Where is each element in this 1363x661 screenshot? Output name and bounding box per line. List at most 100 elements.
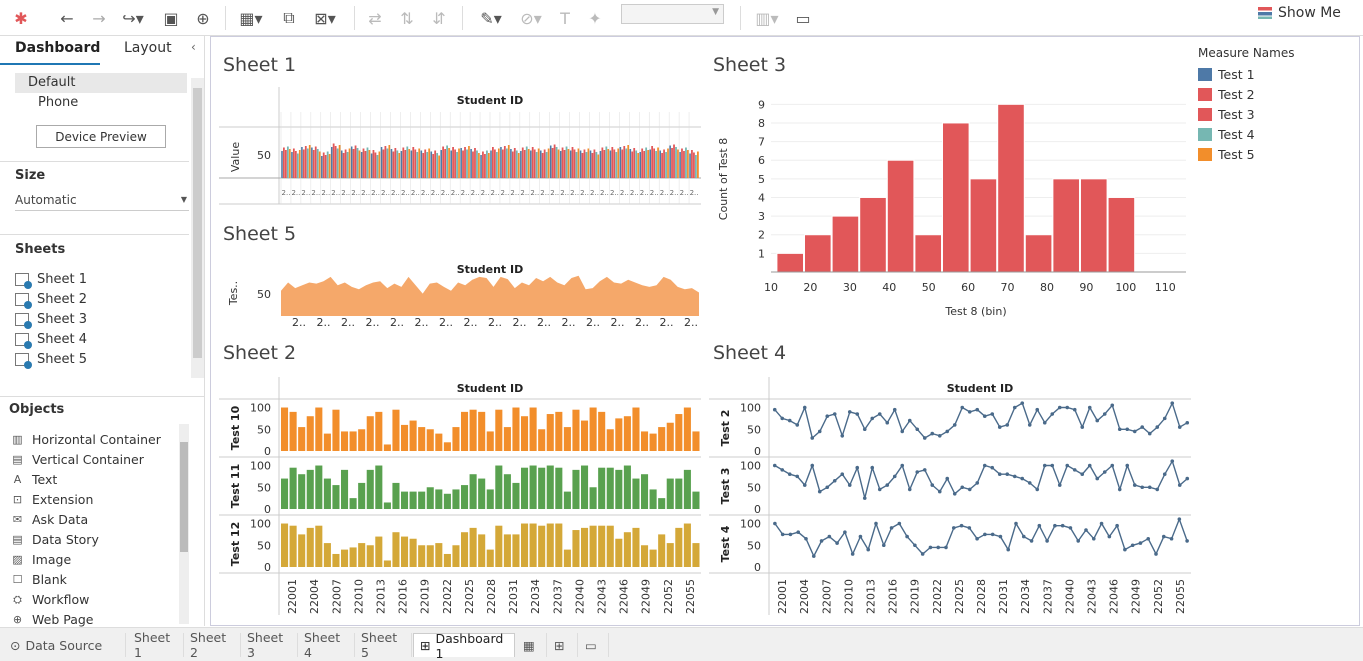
object-item[interactable]: ▨ Image: [12, 552, 72, 567]
sheet3-bar[interactable]: [886, 159, 915, 273]
sheet1-bar: [352, 149, 355, 178]
sheet5-chart[interactable]: Student ID Tes.. 50 2.. 2.. 2.. 2.. 2.. 2.. 2.…: [219, 261, 703, 329]
tab-sheet1[interactable]: Sheet 1: [128, 630, 184, 660]
bar: [683, 523, 691, 567]
sheet1-chart[interactable]: Student ID Value 50 2.. 2.. 2.. 2.. 2.. 2.. 2.…: [219, 87, 703, 207]
sheet3-bar[interactable]: [776, 252, 805, 273]
legend-item[interactable]: Test 5: [1198, 144, 1294, 164]
sheet1-bar: [384, 146, 387, 178]
sheet3-bar[interactable]: [1024, 234, 1053, 273]
tab-data-source[interactable]: ⊙ Data Source: [4, 633, 126, 657]
object-item[interactable]: ▤ Vertical Container: [12, 452, 144, 467]
tab-dashboard1[interactable]: ⊞ Dashboard 1: [413, 631, 515, 661]
sheet2-chart[interactable]: Student ID Test 10 0 50 100 Test 11 0 50 100 Tes…: [219, 377, 703, 617]
line-point: [990, 532, 995, 537]
object-item[interactable]: ⊡ Extension: [12, 492, 94, 507]
pane-xtick: 22013: [374, 579, 387, 614]
sheet1-bar: [553, 144, 556, 178]
fit-select[interactable]: ▼: [621, 4, 724, 24]
replay-icon[interactable]: ↪▾: [122, 8, 144, 28]
sheet1-bar: [404, 150, 407, 178]
tableau-logo-icon[interactable]: ✱: [14, 8, 28, 28]
tab-sheet2[interactable]: Sheet 2: [184, 630, 241, 660]
presentation-icon[interactable]: ▭: [795, 8, 811, 28]
legend-item[interactable]: Test 3: [1198, 104, 1294, 124]
clear-sheet-icon[interactable]: ⊠▾: [314, 8, 336, 28]
bar: [281, 523, 289, 567]
line-point: [825, 485, 830, 490]
new-dashboard-tab-icon[interactable]: ⊞: [548, 633, 578, 657]
sort-ascending-icon[interactable]: ⇅: [400, 8, 414, 28]
tab-dashboard[interactable]: Dashboard: [15, 40, 101, 56]
new-story-tab-icon[interactable]: ▭: [579, 633, 609, 657]
sheet1-xtick: 2..: [421, 189, 430, 197]
object-item[interactable]: ⊕ Web Page: [12, 612, 94, 627]
line-point: [1037, 523, 1042, 528]
sheet3-bar[interactable]: [831, 215, 860, 273]
sheet-list-item[interactable]: Sheet 5: [15, 352, 87, 369]
new-worksheet-tab-icon[interactable]: ▦: [517, 633, 547, 657]
objects-scrollbar[interactable]: [179, 424, 189, 624]
sheet-list-item[interactable]: Sheet 3: [15, 312, 87, 329]
pin-icon[interactable]: ✦: [588, 8, 602, 28]
save-icon[interactable]: ▣: [163, 8, 179, 28]
object-item[interactable]: ⛭ Workflow: [11, 592, 89, 607]
undo-icon[interactable]: ←: [60, 8, 74, 28]
sheet1-bar: [358, 150, 361, 178]
device-phone[interactable]: Phone: [38, 95, 79, 110]
swap-icon[interactable]: ⇄: [368, 8, 382, 28]
sheet4-chart[interactable]: Student ID Test 2 0 50 100 Test 3 0 50 100 Test …: [709, 377, 1193, 617]
sheet3-bar[interactable]: [804, 234, 832, 273]
sheet-list-item[interactable]: Sheet 2: [15, 292, 87, 309]
sheet-list-item[interactable]: Sheet 4: [15, 332, 87, 349]
sheet3-bar[interactable]: [1079, 178, 1108, 273]
line-point: [952, 423, 957, 427]
sheet3-chart[interactable]: Count of Test 8 Test 8 (bin) 1 2 3 4 5 6 7 8 9 1…: [711, 87, 1191, 327]
sheet-list-item[interactable]: Sheet 1: [15, 272, 87, 289]
panel-scrollbar[interactable]: [191, 78, 204, 378]
redo-icon[interactable]: →: [92, 8, 106, 28]
sheet3-bar[interactable]: [859, 196, 887, 273]
sheet3-bar[interactable]: [1052, 178, 1080, 273]
tab-sheet4[interactable]: Sheet 4: [298, 630, 355, 660]
object-item[interactable]: A Text: [11, 472, 58, 487]
show-cards-icon[interactable]: ▥▾: [755, 8, 779, 28]
sheet3-bar[interactable]: [941, 122, 970, 273]
object-item[interactable]: ☐ Blank: [12, 572, 67, 587]
collapse-icon[interactable]: ‹: [191, 40, 196, 54]
device-default-row[interactable]: [15, 73, 187, 93]
sheet3-bar[interactable]: [1107, 196, 1136, 273]
pane-xtick: 22037: [551, 579, 564, 614]
line-point: [1045, 539, 1049, 543]
tab-layout[interactable]: Layout: [124, 40, 172, 56]
legend-item[interactable]: Test 1: [1198, 64, 1294, 84]
tab-sheet5[interactable]: Sheet 5: [355, 630, 412, 660]
tab-sheet3[interactable]: Sheet 3: [241, 630, 298, 660]
line-point: [1147, 431, 1152, 436]
bar: [281, 478, 289, 509]
highlight-icon[interactable]: ✎▾: [480, 8, 502, 28]
new-datasource-icon[interactable]: ⊕: [196, 8, 210, 28]
legend-item[interactable]: Test 2: [1198, 84, 1294, 104]
legend-item[interactable]: Test 4: [1198, 124, 1294, 144]
object-item[interactable]: ▥ Horizontal Container: [12, 432, 161, 447]
label-icon[interactable]: T: [560, 8, 570, 28]
sort-descending-icon[interactable]: ⇵: [432, 8, 446, 28]
sheet3-ylabel: Count of Test 8: [717, 138, 730, 220]
object-item[interactable]: ✉ Ask Data: [12, 512, 89, 527]
object-item[interactable]: ▤ Data Story: [12, 532, 99, 547]
device-default[interactable]: Default: [28, 75, 76, 90]
sheet3-bar[interactable]: [969, 178, 998, 273]
new-worksheet-icon[interactable]: ▦▾: [239, 8, 263, 28]
sheet3-bar[interactable]: [997, 103, 1025, 273]
duplicate-icon[interactable]: ⧉: [283, 8, 295, 27]
sheet3-bar[interactable]: [914, 234, 942, 273]
sheet5-xtick: 2..: [415, 316, 429, 329]
show-me-button[interactable]: Show Me: [1258, 5, 1341, 21]
sheet1-bar: [627, 145, 630, 178]
size-select[interactable]: Automatic ▼: [15, 193, 189, 211]
device-preview-button[interactable]: Device Preview: [36, 125, 166, 148]
sheet1-xtick: 2..: [590, 189, 599, 197]
sheet1-bar: [340, 150, 343, 178]
group-icon[interactable]: ⊘▾: [520, 8, 542, 28]
